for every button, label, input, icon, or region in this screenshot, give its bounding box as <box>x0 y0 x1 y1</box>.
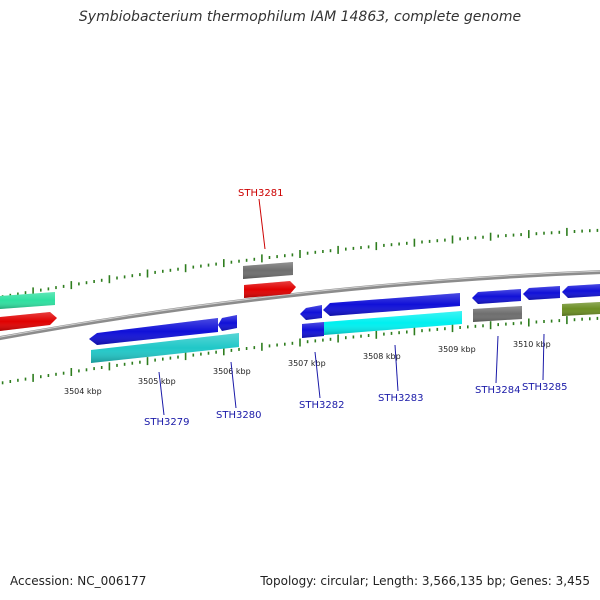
gene-label-sth3282: STH3282 <box>299 400 344 411</box>
tick-label-3504: 3504 kbp <box>64 387 102 396</box>
leader-sth3281 <box>258 198 266 250</box>
gene-sth3284[interactable] <box>472 289 521 304</box>
leader-sth3283 <box>394 344 399 392</box>
gene-sth3279[interactable] <box>89 318 218 345</box>
leader-sth3284 <box>495 335 499 384</box>
gene-sth3285[interactable] <box>523 286 560 300</box>
gene-sth3281[interactable] <box>243 262 293 279</box>
tick-label-3507: 3507 kbp <box>288 359 326 368</box>
gene-green-left[interactable] <box>0 292 55 309</box>
leader-sth3279 <box>158 371 165 416</box>
tick-label-3505: 3505 kbp <box>138 377 176 386</box>
gene-sth3280[interactable] <box>218 315 237 331</box>
gene-blue-sth3282-lower[interactable] <box>302 322 324 338</box>
accession-text: Accession: NC_006177 <box>10 574 147 588</box>
tick-label-3508: 3508 kbp <box>363 352 401 361</box>
gene-red-sth3281[interactable] <box>244 281 296 298</box>
inner-tick-arc <box>1 316 599 385</box>
gene-label-sth3281: STH3281 <box>238 188 283 199</box>
gene-label-sth3284: STH3284 <box>475 385 520 396</box>
gene-right-edge-blue[interactable] <box>562 284 600 298</box>
genome-backbone <box>0 270 600 341</box>
gene-red-left[interactable] <box>0 312 57 331</box>
gene-olive-right[interactable] <box>562 302 600 316</box>
gene-label-sth3285: STH3285 <box>522 382 567 393</box>
outer-tick-arc <box>1 227 599 299</box>
genome-summary-text: Topology: circular; Length: 3,566,135 bp… <box>260 574 590 588</box>
map-title: Symbiobacterium thermophilum IAM 14863, … <box>78 9 522 25</box>
gene-sth3283[interactable] <box>323 293 460 316</box>
gene-label-sth3279: STH3279 <box>144 417 189 428</box>
genome-backbone-highlight <box>0 270 600 338</box>
leader-sth3285 <box>542 333 545 381</box>
gene-gray-sth3284[interactable] <box>473 306 522 322</box>
leader-sth3280 <box>230 361 237 409</box>
leader-sth3282 <box>314 351 321 399</box>
gene-cyan-sth3279[interactable] <box>91 333 239 363</box>
gene-cyan-sth3283[interactable] <box>324 311 462 335</box>
gene-sth3282[interactable] <box>300 305 322 320</box>
gene-label-sth3283: STH3283 <box>378 393 423 404</box>
gene-label-sth3280: STH3280 <box>216 410 261 421</box>
tick-label-3510: 3510 kbp <box>513 340 551 349</box>
tick-label-3509: 3509 kbp <box>438 345 476 354</box>
